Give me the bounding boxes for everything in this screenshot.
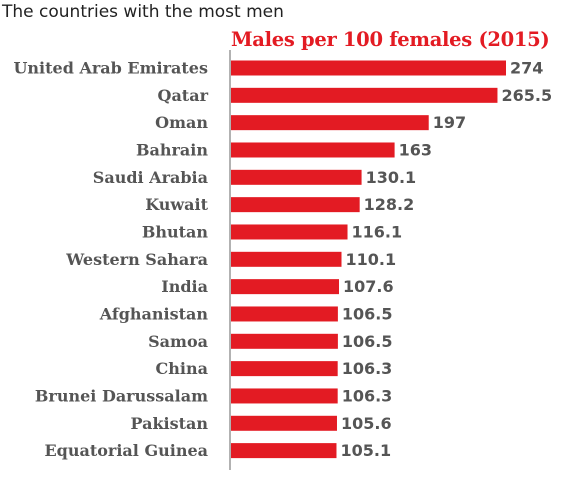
category-label: Pakistan bbox=[130, 414, 208, 433]
category-label: Bahrain bbox=[136, 140, 208, 159]
value-label: 274 bbox=[510, 59, 543, 78]
category-label: Saudi Arabia bbox=[93, 168, 208, 187]
category-label: Kuwait bbox=[145, 195, 208, 214]
bar bbox=[231, 415, 337, 431]
bar bbox=[231, 306, 338, 322]
value-label: 116.1 bbox=[352, 222, 403, 241]
category-label: Western Sahara bbox=[65, 250, 208, 269]
chart-title: Males per 100 females (2015) bbox=[231, 28, 550, 51]
category-label: United Arab Emirates bbox=[13, 59, 208, 78]
value-label: 107.6 bbox=[343, 277, 394, 296]
value-label: 105.1 bbox=[340, 441, 391, 460]
value-label: 128.2 bbox=[364, 195, 415, 214]
bar bbox=[231, 361, 338, 377]
value-label: 197 bbox=[433, 113, 466, 132]
category-label: Samoa bbox=[148, 332, 208, 351]
value-label: 106.5 bbox=[342, 304, 393, 323]
bar bbox=[231, 224, 348, 240]
bar bbox=[231, 388, 338, 404]
category-label: India bbox=[161, 277, 208, 296]
category-label: Brunei Darussalam bbox=[35, 386, 208, 405]
value-label: 110.1 bbox=[346, 250, 397, 269]
bar bbox=[231, 169, 362, 185]
value-label: 106.3 bbox=[342, 359, 393, 378]
bar bbox=[231, 443, 337, 459]
bar bbox=[231, 115, 429, 131]
category-label: Afghanistan bbox=[99, 304, 209, 323]
bar bbox=[231, 60, 506, 76]
bar bbox=[231, 333, 338, 349]
bars-layer: United Arab Emirates 274 Qatar 265.5 Oman 197… bbox=[13, 59, 552, 461]
category-label: Bhutan bbox=[142, 222, 209, 241]
value-label: 163 bbox=[399, 140, 432, 159]
value-label: 265.5 bbox=[501, 86, 552, 105]
category-label: Oman bbox=[155, 113, 208, 132]
category-label: Qatar bbox=[158, 86, 209, 105]
page-title: The countries with the most men bbox=[2, 2, 284, 22]
value-label: 130.1 bbox=[366, 168, 417, 187]
category-label: China bbox=[156, 359, 208, 378]
value-label: 106.3 bbox=[342, 386, 393, 405]
bar bbox=[231, 251, 342, 267]
bar bbox=[231, 87, 498, 103]
bar bbox=[231, 142, 395, 158]
bar bbox=[231, 279, 339, 295]
value-label: 105.6 bbox=[341, 414, 392, 433]
category-label: Equatorial Guinea bbox=[44, 441, 208, 460]
value-label: 106.5 bbox=[342, 332, 393, 351]
bar bbox=[231, 197, 360, 213]
